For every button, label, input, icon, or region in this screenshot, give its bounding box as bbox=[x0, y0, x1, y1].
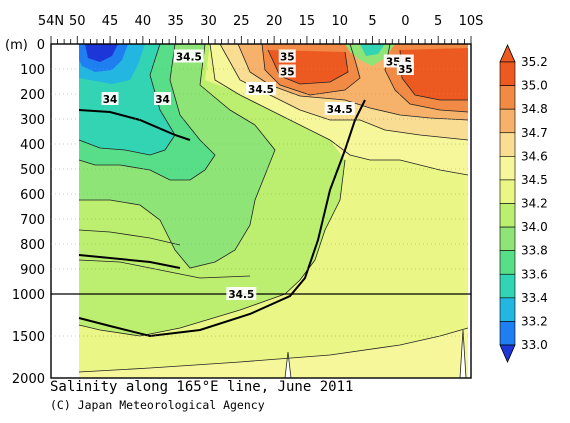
colorbar-swatch bbox=[499, 297, 516, 322]
x-tick-label: 45 bbox=[102, 14, 119, 29]
colorbar-label: 35.0 bbox=[521, 79, 548, 93]
x-tick-label: 40 bbox=[135, 14, 152, 29]
colorbar-label: 34.7 bbox=[521, 126, 548, 140]
colorbar-label: 33.2 bbox=[521, 314, 548, 328]
colorbar-swatch bbox=[499, 108, 516, 134]
y-unit-label: (m) bbox=[5, 38, 28, 53]
colorbar-label: 33.8 bbox=[521, 244, 548, 258]
y-tick-label: 300 bbox=[20, 113, 45, 128]
colorbar-label: 34.8 bbox=[521, 102, 548, 116]
nodata-south bbox=[468, 44, 471, 378]
chart-title: Salinity along 165°E line, June 2011 bbox=[50, 379, 354, 395]
contour-label: 34.5 bbox=[324, 102, 355, 116]
contour-label: 35 bbox=[396, 62, 414, 76]
chart-credit: (C) Japan Meteorological Agency bbox=[50, 398, 265, 412]
x-tick-label: 10 bbox=[331, 14, 348, 29]
y-tick-label: 400 bbox=[20, 138, 45, 153]
field-north-33-0 bbox=[85, 44, 118, 62]
y-tick-label: 1000 bbox=[12, 288, 45, 303]
svg-text:35: 35 bbox=[280, 52, 295, 64]
x-tick-label: 20 bbox=[266, 14, 283, 29]
colorbar-swatch bbox=[499, 273, 516, 299]
svg-text:34: 34 bbox=[103, 94, 118, 106]
field-deep-high bbox=[79, 328, 468, 378]
field-south-35-2b bbox=[400, 48, 468, 100]
y-tick-label: 500 bbox=[20, 163, 45, 178]
colorbar-label: 34.2 bbox=[521, 197, 548, 211]
x-tick-label: 15 bbox=[299, 14, 316, 29]
colorbar-label: 34.0 bbox=[521, 220, 548, 234]
colorbar-swatch bbox=[499, 156, 516, 181]
colorbar bbox=[499, 44, 516, 363]
colorbar-bottom-arrow bbox=[499, 344, 516, 363]
x-tick-label: 10S bbox=[459, 14, 484, 29]
x-tick-label: 35 bbox=[167, 14, 184, 29]
x-tick-label: 5 bbox=[368, 14, 376, 29]
colorbar-top-arrow bbox=[499, 44, 516, 63]
svg-text:34.5: 34.5 bbox=[228, 289, 254, 301]
contour-label: 34.5 bbox=[173, 49, 204, 64]
y-tick-label: 2000 bbox=[12, 372, 45, 387]
colorbar-label: 33.6 bbox=[521, 267, 548, 281]
x-tick-labels: 54N 50 45 40 35 30 25 20 15 10 5 0 5 10S bbox=[38, 14, 484, 29]
y-tick-label: 800 bbox=[20, 238, 45, 253]
contour-label: 34 bbox=[154, 92, 172, 106]
field-equator-low2 bbox=[360, 44, 385, 56]
colorbar-swatch bbox=[499, 61, 516, 86]
contour-label: 34 bbox=[101, 92, 119, 106]
colorbar-swatch bbox=[499, 250, 516, 275]
x-tick-label: 25 bbox=[233, 14, 250, 29]
colorbar-swatch bbox=[499, 179, 516, 204]
y-tick-label: 100 bbox=[20, 63, 45, 78]
y-tick-label: 600 bbox=[20, 188, 45, 203]
nodata-north bbox=[51, 44, 79, 378]
y-tick-label: 0 bbox=[37, 38, 45, 53]
contour-label: 35 bbox=[278, 49, 296, 64]
top-minor-ticks bbox=[50, 36, 472, 44]
colorbar-swatch bbox=[499, 226, 516, 251]
colorbar-swatch bbox=[499, 85, 516, 110]
colorbar-swatch bbox=[499, 132, 516, 157]
colorbar-swatch bbox=[499, 321, 516, 346]
colorbar-label: 35.2 bbox=[521, 55, 548, 69]
x-tick-label: 0 bbox=[401, 14, 409, 29]
y-tick-label: 700 bbox=[20, 213, 45, 228]
svg-text:34: 34 bbox=[155, 94, 170, 106]
colorbar-label: 34.6 bbox=[521, 149, 548, 163]
contour-label: 34.5 bbox=[246, 82, 276, 96]
field-deep-spike-1 bbox=[285, 352, 291, 378]
colorbar-label: 34.5 bbox=[521, 173, 548, 187]
contour-label: 35 bbox=[278, 64, 296, 79]
contour-34-5-bold bbox=[78, 99, 366, 338]
y-tick-label: 1500 bbox=[12, 330, 45, 345]
x-tick-label: 5 bbox=[434, 14, 442, 29]
contour-label: 34.5 bbox=[226, 287, 257, 301]
y-tick-label: 200 bbox=[20, 88, 45, 103]
colorbar-labels: 35.2 35.0 34.8 34.7 34.6 34.5 34.2 34.0 33.8 33.6… bbox=[521, 55, 548, 352]
colorbar-swatch bbox=[499, 203, 516, 228]
field-deep-spike-2 bbox=[460, 330, 466, 378]
svg-text:35: 35 bbox=[280, 67, 295, 79]
colorbar-label: 33.4 bbox=[521, 291, 548, 305]
svg-text:34.5: 34.5 bbox=[248, 84, 274, 96]
svg-text:34.5: 34.5 bbox=[176, 52, 202, 64]
x-tick-label: 30 bbox=[200, 14, 217, 29]
colorbar-label: 33.0 bbox=[521, 338, 548, 352]
y-tick-label: 900 bbox=[20, 263, 45, 278]
x-tick-label: 50 bbox=[69, 14, 86, 29]
x-tick-label: 54N bbox=[38, 14, 64, 29]
svg-text:35: 35 bbox=[398, 64, 413, 76]
svg-text:34.5: 34.5 bbox=[327, 104, 353, 116]
y-tick-labels: 0 100 200 300 400 500 600 700 800 900 1000 1500 2000 bbox=[12, 38, 45, 387]
